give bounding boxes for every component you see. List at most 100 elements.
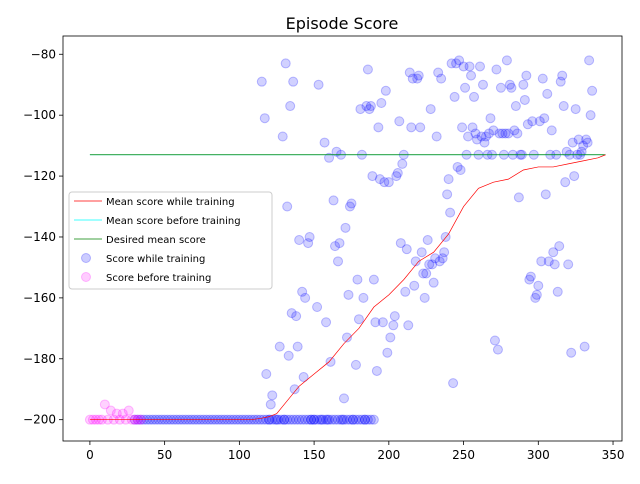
score-while-training-point [494, 128, 505, 139]
score-while-training-point [379, 177, 390, 188]
score-while-training-point [415, 122, 426, 133]
score-while-training-point [527, 116, 538, 127]
score-while-training-point [367, 171, 378, 182]
legend-label-score-before: Score before training [106, 273, 211, 284]
y-tick-label: −100 [23, 108, 56, 122]
score-while-training-point [385, 332, 396, 343]
score-while-training-point [431, 131, 442, 142]
score-before-training-point [111, 408, 122, 419]
score-while-training-point [554, 241, 565, 252]
score-while-training-point [300, 292, 311, 303]
score-while-training-point [279, 414, 290, 425]
score-before-training-point [123, 405, 134, 416]
axes: 0 50 100 150 200 250 300 350 −200 −180 −160 −140 −12… [23, 35, 625, 462]
score-while-training-point [433, 67, 444, 78]
score-while-training-point [534, 116, 545, 127]
score-while-training-point [563, 259, 574, 270]
score-while-training-point [424, 259, 435, 270]
score-while-training-point [410, 256, 421, 267]
score-while-training-point [334, 238, 345, 249]
score-while-training-point [259, 113, 270, 124]
score-while-training-point [479, 137, 490, 148]
score-while-training-point [570, 104, 581, 115]
score-while-training-point [318, 414, 329, 425]
score-while-training-point [347, 414, 358, 425]
score-while-training-point [327, 414, 338, 425]
score-while-training-point [509, 125, 520, 136]
score-while-training-point [344, 414, 355, 425]
score-while-training-point [280, 58, 291, 69]
score-while-training-point [536, 256, 547, 267]
score-while-training-point [282, 414, 293, 425]
score-while-training-point [552, 286, 563, 297]
score-while-training-point [324, 414, 335, 425]
score-while-training-point [285, 414, 296, 425]
score-while-training-point [573, 134, 584, 145]
score-while-training-point [288, 414, 299, 425]
legend-label-desired: Desired mean score [106, 235, 206, 246]
score-while-training-point [485, 113, 496, 124]
score-while-training-point [495, 82, 506, 93]
score-while-training-point [542, 88, 553, 99]
score-while-training-point [333, 414, 344, 425]
score-while-training-point [437, 253, 448, 264]
score-while-training-point [370, 317, 381, 328]
score-while-training-point [373, 122, 384, 133]
score-while-training-point [388, 320, 399, 331]
score-while-training-point [297, 286, 308, 297]
score-while-training-point [306, 414, 317, 425]
score-while-training-point [394, 116, 405, 127]
score-while-training-point [271, 414, 282, 425]
score-before-training-point [105, 405, 116, 416]
score-while-training-point [316, 414, 327, 425]
x-tick-label: 350 [602, 448, 625, 462]
score-while-training-point [397, 158, 408, 169]
score-while-training-point [425, 104, 436, 115]
score-while-training-point [569, 171, 580, 182]
score-while-training-point [321, 414, 332, 425]
score-while-training-point [543, 256, 554, 267]
score-while-training-point [352, 274, 363, 285]
score-while-training-point [489, 335, 500, 346]
y-tick-label: −140 [23, 230, 56, 244]
score-while-training-point [533, 280, 544, 291]
score-while-training-point [294, 414, 305, 425]
legend-label-score-while: Score while training [106, 254, 205, 265]
score-while-training-point [488, 125, 499, 136]
score-while-training-point [283, 350, 294, 361]
score-while-training-point [289, 384, 300, 395]
score-while-training-point [469, 91, 480, 102]
score-while-training-point [274, 341, 285, 352]
score-while-training-point [347, 414, 358, 425]
score-while-training-point [464, 61, 475, 72]
score-while-training-point [328, 195, 339, 206]
y-tick-label: −200 [23, 413, 56, 427]
score-while-training-point [338, 414, 349, 425]
score-while-training-point [267, 390, 278, 401]
score-while-training-point [504, 79, 515, 90]
score-while-training-point [291, 414, 302, 425]
score-while-training-point [561, 146, 572, 157]
score-while-training-point [470, 128, 481, 139]
score-while-training-point [483, 128, 494, 139]
score-while-training-point [421, 268, 432, 279]
score-while-training-point [382, 347, 393, 358]
x-tick-label: 200 [377, 448, 400, 462]
score-while-training-point [512, 128, 523, 139]
score-while-training-point [282, 201, 293, 212]
score-while-training-point [273, 414, 284, 425]
score-while-training-point [362, 64, 373, 75]
score-while-training-point [312, 414, 323, 425]
score-while-training-point [270, 414, 281, 425]
x-tick-label: 250 [452, 448, 475, 462]
score-while-training-point [416, 247, 427, 258]
score-while-training-point [434, 256, 445, 267]
score-while-training-point [400, 286, 411, 297]
score-while-training-point [406, 122, 417, 133]
score-while-training-point [383, 177, 394, 188]
score-while-training-point [377, 317, 388, 328]
score-while-training-point [353, 314, 364, 325]
score-while-training-point [376, 97, 387, 108]
score-while-training-point [365, 414, 376, 425]
score-while-training-point [521, 70, 532, 81]
